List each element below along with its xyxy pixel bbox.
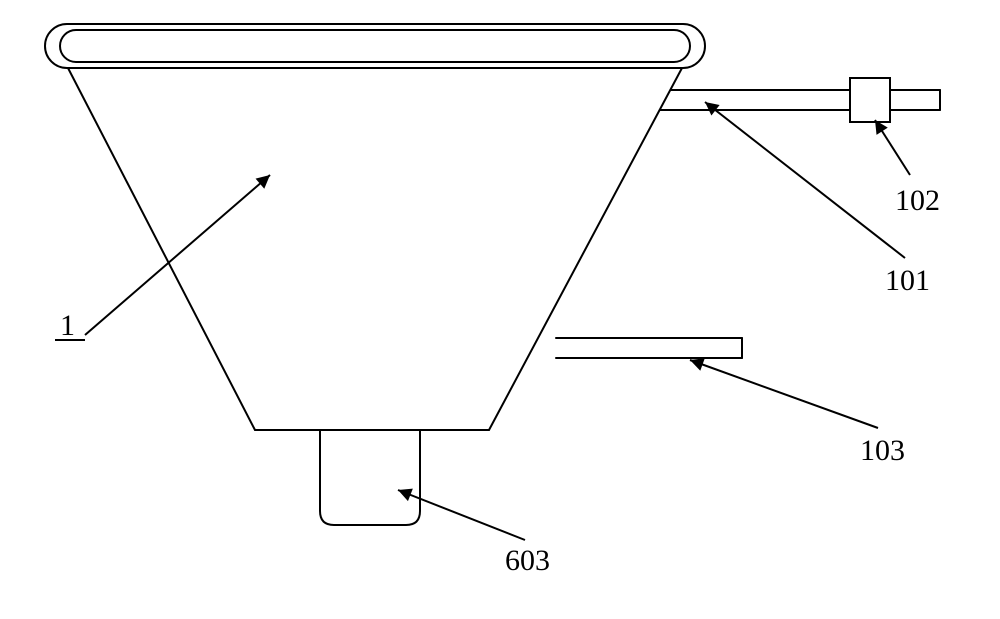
- callout-103: 103: [690, 360, 905, 467]
- valve-block: [850, 78, 890, 122]
- callout-label-103: 103: [860, 434, 905, 467]
- hopper-outlet: [320, 430, 420, 525]
- callout-label-1: 1: [60, 309, 75, 342]
- hopper-lip-inner: [60, 30, 690, 62]
- callout-label-102: 102: [895, 184, 940, 217]
- callout-label-101: 101: [885, 264, 930, 297]
- callout-102: 102: [875, 120, 940, 217]
- hopper-body: [68, 68, 682, 430]
- callout-label-603: 603: [505, 544, 550, 577]
